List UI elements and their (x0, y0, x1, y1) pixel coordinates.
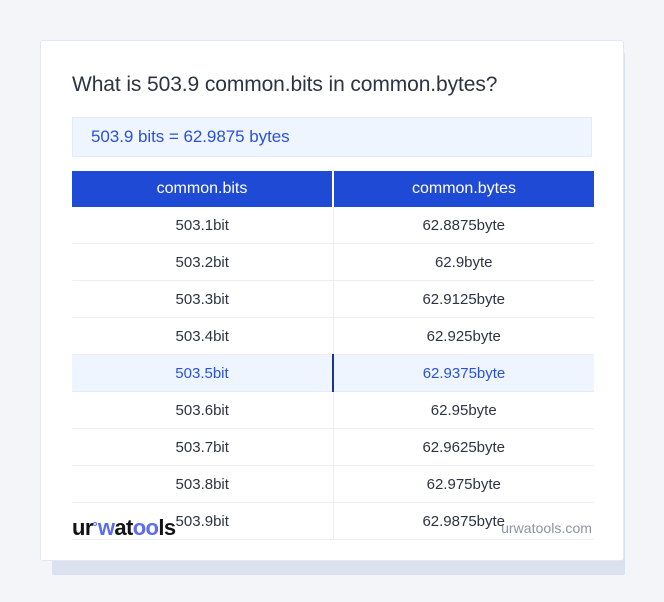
cell-bits: 503.7bit (72, 428, 334, 466)
cell-bytes: 62.8875byte (333, 207, 594, 244)
cell-bytes: 62.9125byte (333, 280, 594, 318)
cell-bytes: 62.95byte (333, 391, 594, 429)
cell-bytes: 62.9875byte (333, 502, 594, 540)
table-row[interactable]: 503.6bit 62.95byte (72, 391, 594, 429)
table-row[interactable]: 503.3bit 62.9125byte (72, 280, 594, 318)
table-row-highlighted[interactable]: 503.5bit 62.9375byte (72, 354, 594, 392)
cell-bits: 503.9bit (72, 502, 334, 540)
card-content: What is 503.9 common.bits in common.byte… (41, 41, 623, 540)
table-row[interactable]: 503.4bit 62.925byte (72, 317, 594, 355)
answer-box: 503.9 bits = 62.9875 bytes (72, 117, 592, 157)
column-header-bytes: common.bytes (333, 171, 594, 207)
table-row[interactable]: 503.8bit 62.975byte (72, 465, 594, 503)
cell-bytes: 62.925byte (333, 317, 594, 355)
column-header-bits: common.bits (72, 171, 334, 207)
answer-text: 503.9 bits = 62.9875 bytes (91, 127, 290, 146)
cell-bits: 503.4bit (72, 317, 334, 355)
table-body: 503.1bit 62.8875byte 503.2bit 62.9byte 5… (72, 207, 594, 540)
cell-bits: 503.3bit (72, 280, 334, 318)
cell-bits: 503.5bit (72, 354, 334, 392)
urwatools-logo[interactable]: ur watools (72, 517, 176, 539)
conversion-table: common.bits common.bytes 503.1bit 62.887… (72, 171, 594, 540)
footer-domain-text: urwatools.com (501, 520, 592, 536)
cell-bytes: 62.975byte (333, 465, 594, 503)
cell-bytes: 62.9375byte (333, 354, 594, 392)
card-footer: ur watools urwatools.com (72, 514, 592, 542)
logo-part-oo: oo (132, 515, 159, 540)
cell-bits: 503.6bit (72, 391, 334, 429)
conversion-card: What is 503.9 common.bits in common.byte… (40, 40, 624, 561)
cell-bits: 503.2bit (72, 243, 334, 281)
cell-bits: 503.8bit (72, 465, 334, 503)
page-title: What is 503.9 common.bits in common.byte… (72, 73, 498, 96)
logo-dot-icon (93, 522, 98, 526)
logo-part-ls: ls (158, 515, 176, 540)
cell-bytes: 62.9byte (333, 243, 594, 281)
table-row[interactable]: 503.7bit 62.9625byte (72, 428, 594, 466)
table-header-row: common.bits common.bytes (72, 171, 594, 207)
cell-bytes: 62.9625byte (333, 428, 594, 466)
table-row[interactable]: 503.2bit 62.9byte (72, 243, 594, 281)
table-row[interactable]: 503.1bit 62.8875byte (72, 207, 594, 244)
logo-part-w: w (97, 515, 115, 540)
table-head: common.bits common.bytes (72, 171, 594, 207)
logo-part-ur: ur (72, 515, 93, 540)
logo-part-at: at (114, 515, 133, 540)
cell-bits: 503.1bit (72, 207, 334, 244)
table-row[interactable]: 503.9bit 62.9875byte (72, 502, 594, 540)
